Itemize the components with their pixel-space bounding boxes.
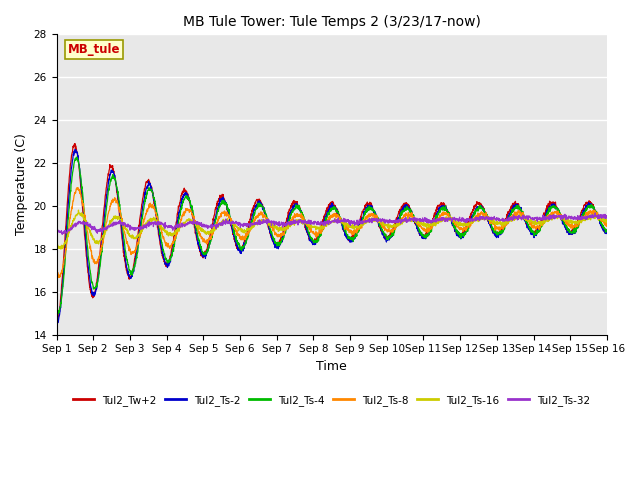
Tul2_Ts-16 — [492, 221, 500, 227]
Line: Tul2_Ts-4: Tul2_Ts-4 — [56, 157, 607, 314]
Tul2_Ts-8 — [555, 213, 563, 219]
Text: MB_tule: MB_tule — [68, 43, 120, 56]
Line: Tul2_Ts-16: Tul2_Ts-16 — [56, 210, 607, 249]
Tul2_Ts-8 — [54, 275, 62, 280]
Line: Tul2_Ts-8: Tul2_Ts-8 — [56, 188, 607, 277]
Tul2_Ts-8 — [52, 268, 60, 274]
Tul2_Ts-2 — [603, 230, 611, 236]
Tul2_Tw+2 — [348, 236, 356, 241]
Tul2_Ts-8 — [74, 185, 81, 191]
Tul2_Ts-2 — [360, 209, 367, 215]
Tul2_Ts-4 — [52, 308, 60, 313]
Tul2_Ts-4 — [54, 311, 62, 317]
Tul2_Tw+2 — [52, 320, 60, 326]
Tul2_Ts-16 — [52, 238, 60, 244]
Tul2_Ts-32 — [603, 216, 611, 221]
Tul2_Ts-2 — [207, 239, 214, 245]
Tul2_Ts-16 — [348, 225, 356, 231]
Tul2_Ts-32 — [492, 216, 500, 222]
Tul2_Ts-2 — [52, 320, 60, 326]
Tul2_Ts-2 — [71, 147, 79, 153]
Tul2_Ts-2 — [348, 237, 356, 242]
Tul2_Ts-32 — [58, 231, 66, 237]
Tul2_Tw+2 — [492, 232, 500, 238]
X-axis label: Time: Time — [316, 360, 347, 373]
Tul2_Ts-16 — [570, 218, 578, 224]
Tul2_Tw+2 — [360, 206, 368, 212]
Tul2_Ts-32 — [360, 219, 367, 225]
Line: Tul2_Ts-2: Tul2_Ts-2 — [56, 150, 607, 323]
Tul2_Ts-8 — [492, 225, 500, 230]
Tul2_Ts-8 — [603, 223, 611, 228]
Tul2_Ts-4 — [555, 209, 563, 215]
Line: Tul2_Ts-32: Tul2_Ts-32 — [56, 213, 607, 234]
Tul2_Ts-8 — [570, 224, 578, 229]
Tul2_Ts-32 — [570, 216, 578, 222]
Tul2_Ts-32 — [348, 220, 356, 226]
Tul2_Ts-4 — [603, 228, 611, 234]
Tul2_Ts-2 — [492, 233, 500, 239]
Tul2_Tw+2 — [71, 141, 79, 146]
Tul2_Ts-4 — [492, 230, 500, 236]
Tul2_Tw+2 — [570, 225, 578, 231]
Tul2_Ts-32 — [52, 227, 60, 233]
Title: MB Tule Tower: Tule Temps 2 (3/23/17-now): MB Tule Tower: Tule Temps 2 (3/23/17-now… — [183, 15, 481, 29]
Tul2_Ts-16 — [75, 207, 83, 213]
Y-axis label: Temperature (C): Temperature (C) — [15, 133, 28, 235]
Tul2_Tw+2 — [207, 231, 214, 237]
Legend: Tul2_Tw+2, Tul2_Ts-2, Tul2_Ts-4, Tul2_Ts-8, Tul2_Ts-16, Tul2_Ts-32: Tul2_Tw+2, Tul2_Ts-2, Tul2_Ts-4, Tul2_Ts… — [69, 391, 595, 410]
Tul2_Ts-16 — [603, 216, 611, 222]
Tul2_Ts-4 — [207, 239, 214, 244]
Line: Tul2_Tw+2: Tul2_Tw+2 — [56, 144, 607, 324]
Tul2_Ts-4 — [360, 212, 368, 218]
Tul2_Ts-2 — [570, 229, 578, 235]
Tul2_Ts-32 — [591, 210, 599, 216]
Tul2_Ts-16 — [58, 246, 66, 252]
Tul2_Ts-2 — [555, 207, 563, 213]
Tul2_Ts-4 — [348, 235, 356, 241]
Tul2_Ts-32 — [207, 224, 214, 230]
Tul2_Ts-32 — [555, 214, 563, 219]
Tul2_Ts-8 — [207, 235, 214, 241]
Tul2_Tw+2 — [603, 228, 611, 234]
Tul2_Ts-16 — [360, 220, 368, 226]
Tul2_Ts-4 — [570, 226, 578, 231]
Tul2_Tw+2 — [555, 208, 563, 214]
Tul2_Ts-16 — [207, 229, 214, 235]
Tul2_Ts-8 — [348, 231, 356, 237]
Tul2_Ts-4 — [72, 154, 80, 160]
Tul2_Ts-16 — [555, 214, 563, 220]
Tul2_Ts-8 — [360, 218, 368, 224]
Tul2_Tw+2 — [53, 321, 61, 326]
